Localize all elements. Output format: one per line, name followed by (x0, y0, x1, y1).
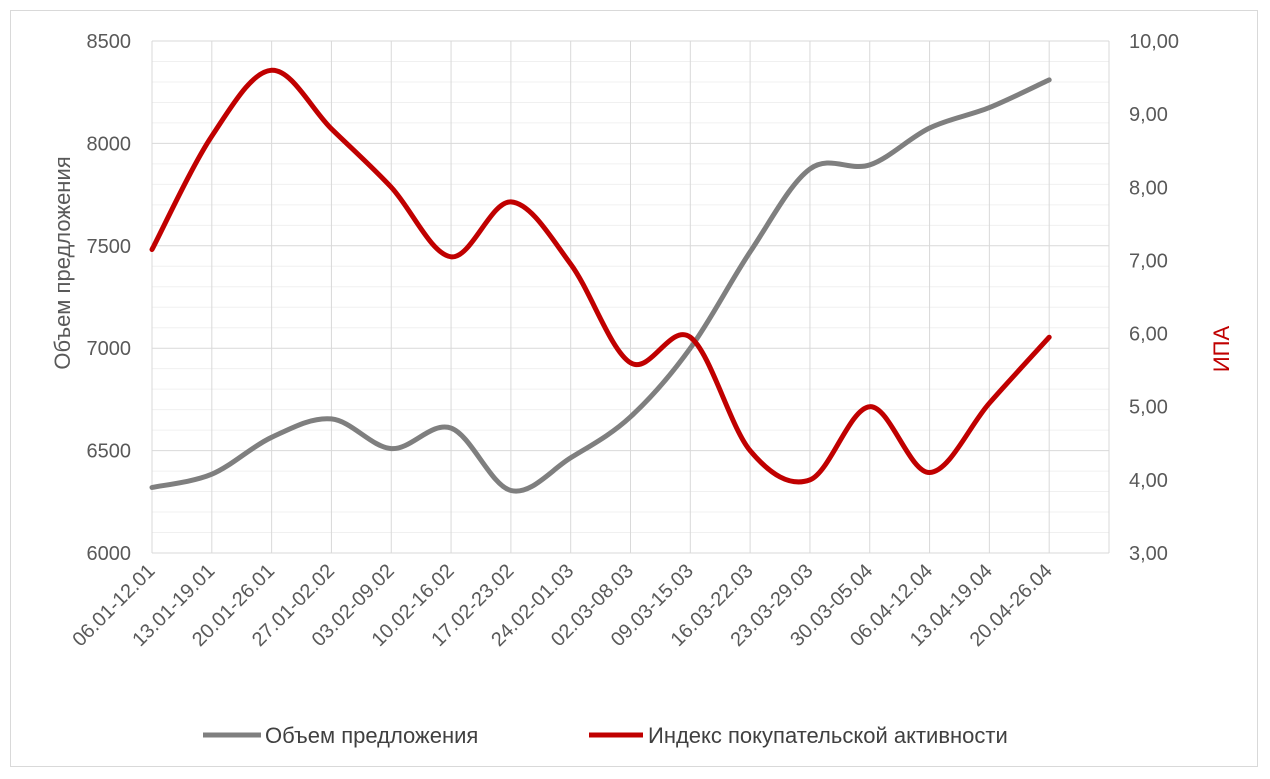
legend-label-supply: Объем предложения (265, 723, 478, 748)
y-left-axis-title: Объем предложения (50, 156, 75, 369)
y-right-tick-label: 10,00 (1129, 31, 1179, 53)
y-right-tick-label: 6,00 (1129, 324, 1168, 346)
y-left-tick-label: 8500 (87, 31, 132, 53)
y-left-tick-label: 7500 (87, 236, 132, 258)
series-layer (149, 67, 1052, 494)
grid-layer (151, 40, 1110, 554)
y-left-tick-label: 7000 (87, 338, 132, 360)
left-axis: 6000 6500 7000 7500 8000 8500 (87, 31, 132, 565)
y-left-tick-label: 6000 (87, 543, 132, 565)
y-right-tick-label: 5,00 (1129, 397, 1168, 419)
y-right-tick-label: 9,00 (1129, 104, 1168, 126)
legend: Объем предложения Индекс покупательской … (203, 723, 1008, 748)
chart-frame: 6000 6500 7000 7500 8000 8500 3,00 4,00 5,00 6,0… (10, 10, 1258, 767)
supply-series-line (149, 77, 1052, 494)
x-axis: 06.01-12.0113.01-19.0120.01-26.0127.01-0… (68, 560, 1056, 651)
y-left-tick-label: 8000 (87, 133, 132, 155)
line-chart: 6000 6500 7000 7500 8000 8500 3,00 4,00 5,00 6,0… (50, 31, 1234, 748)
y-right-axis-title: ИПА (1209, 326, 1234, 373)
right-axis: 3,00 4,00 5,00 6,00 7,00 8,00 9,00 10,00 (1129, 31, 1179, 565)
y-right-tick-label: 8,00 (1129, 177, 1168, 199)
y-left-tick-label: 6500 (87, 441, 132, 463)
y-right-tick-label: 7,00 (1129, 250, 1168, 272)
ipa-series-line (149, 67, 1052, 485)
legend-label-ipa: Индекс покупательской активности (648, 723, 1008, 748)
y-right-tick-label: 4,00 (1129, 470, 1168, 492)
y-right-tick-label: 3,00 (1129, 543, 1168, 565)
